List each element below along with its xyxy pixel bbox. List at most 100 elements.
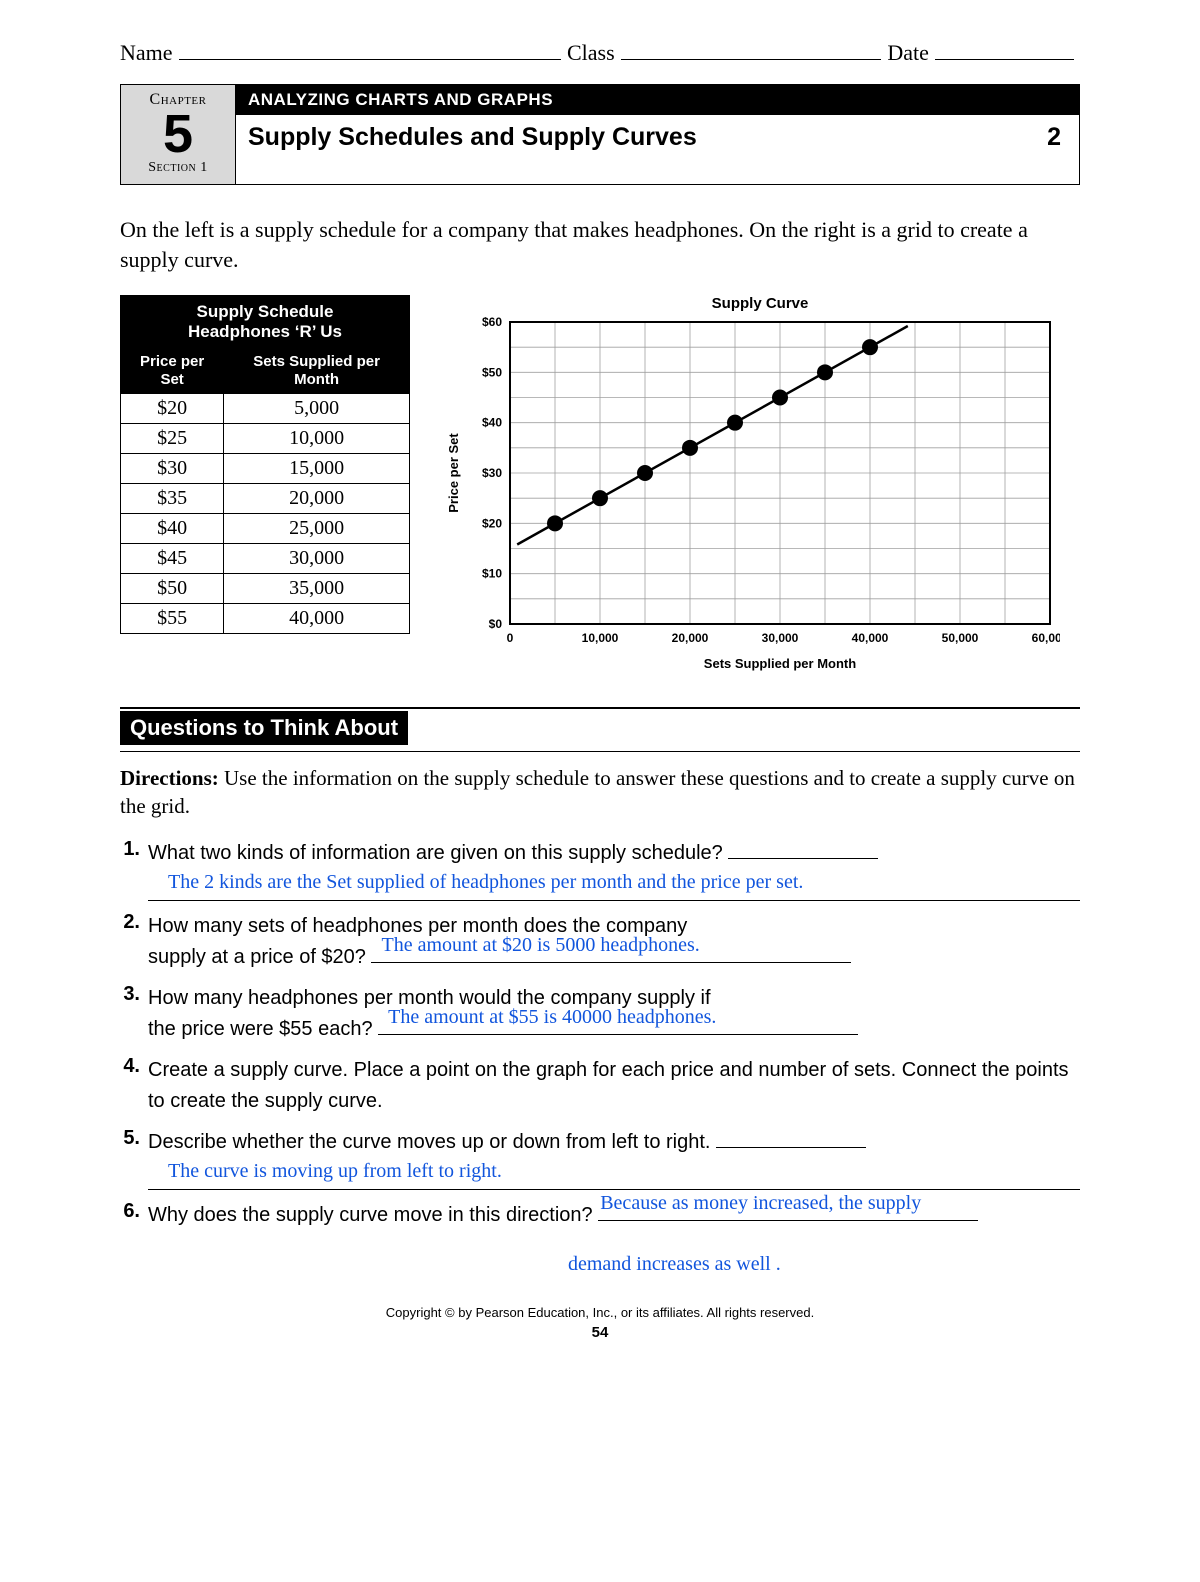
table-cell: 10,000 <box>224 424 410 454</box>
svg-text:30,000: 30,000 <box>762 631 799 645</box>
svg-text:Price per Set: Price per Set <box>446 432 461 512</box>
table-cell: $50 <box>121 574 224 604</box>
class-label: Class <box>567 40 615 66</box>
question-item: 3.How many headphones per month would th… <box>120 983 1080 1045</box>
blank-trail[interactable] <box>716 1147 866 1148</box>
svg-text:0: 0 <box>507 631 514 645</box>
chapter-box: Chapter 5 Section 1 <box>121 85 236 184</box>
answer-line[interactable]: The 2 kinds are the Set supplied of head… <box>148 873 1080 901</box>
table-row: $2510,000 <box>121 424 410 454</box>
table-row: $4530,000 <box>121 544 410 574</box>
col-header-supplied: Sets Supplied per Month <box>224 349 410 394</box>
supply-schedule-table: Supply ScheduleHeadphones ‘R’ Us Price p… <box>120 295 410 635</box>
table-row: $3520,000 <box>121 484 410 514</box>
table-cell: 25,000 <box>224 514 410 544</box>
question-body: How many sets of headphones per month do… <box>148 911 1080 973</box>
date-rule[interactable] <box>935 59 1074 60</box>
chart-title: Supply Curve <box>440 295 1080 312</box>
worksheet-title: Supply Schedules and Supply Curves <box>248 123 697 152</box>
chart-svg: 0 10,000 20,000 30,000 40,000 50,000 60,000 $0 $… <box>440 314 1060 674</box>
svg-text:$10: $10 <box>482 566 502 580</box>
table-cell: $25 <box>121 424 224 454</box>
table-row: $3015,000 <box>121 454 410 484</box>
svg-text:10,000: 10,000 <box>582 631 619 645</box>
questions-header: Questions to Think About <box>120 711 408 745</box>
answer-line[interactable]: The curve is moving up from left to righ… <box>148 1162 1080 1190</box>
divider2 <box>120 751 1080 752</box>
svg-text:$60: $60 <box>482 315 502 329</box>
table-cell: 15,000 <box>224 454 410 484</box>
worksheet-number: 2 <box>1047 123 1061 152</box>
table-cell: 20,000 <box>224 484 410 514</box>
name-rule[interactable] <box>179 59 561 60</box>
table-row: $5540,000 <box>121 604 410 634</box>
table-title: Supply ScheduleHeadphones ‘R’ Us <box>121 295 410 349</box>
svg-text:$0: $0 <box>489 617 503 631</box>
student-answer: Because as money increased, the supply <box>600 1188 921 1219</box>
class-rule[interactable] <box>621 59 882 60</box>
question-number: 1. <box>120 838 148 901</box>
table-row: $205,000 <box>121 394 410 424</box>
student-answer: The curve is moving up from left to righ… <box>168 1156 502 1187</box>
svg-text:$50: $50 <box>482 365 502 379</box>
question-body: How many headphones per month would the … <box>148 983 1080 1045</box>
svg-text:40,000: 40,000 <box>852 631 889 645</box>
svg-text:60,000: 60,000 <box>1032 631 1060 645</box>
table-cell: $35 <box>121 484 224 514</box>
question-body: Describe whether the curve moves up or d… <box>148 1127 1080 1190</box>
question-number: 2. <box>120 911 148 973</box>
table-cell: $55 <box>121 604 224 634</box>
blank-trail[interactable] <box>728 858 878 859</box>
question-number: 3. <box>120 983 148 1045</box>
answer-line[interactable]: The amount at $20 is 5000 headphones. <box>371 962 851 963</box>
header-fields: Name Class Date <box>120 40 1080 66</box>
svg-text:$20: $20 <box>482 516 502 530</box>
answer-line[interactable]: Because as money increased, the supply <box>598 1220 978 1221</box>
directions: Directions: Use the information on the s… <box>120 764 1080 821</box>
question-item: 4.Create a supply curve. Place a point o… <box>120 1055 1080 1117</box>
question-number: 5. <box>120 1127 148 1190</box>
table-cell: 40,000 <box>224 604 410 634</box>
svg-text:Sets Supplied per Month: Sets Supplied per Month <box>704 656 856 671</box>
table-row: $5035,000 <box>121 574 410 604</box>
question-number: 6. <box>120 1200 148 1280</box>
student-answer: The amount at $55 is 40000 headphones. <box>388 1002 716 1033</box>
question-body: Why does the supply curve move in this d… <box>148 1200 1080 1280</box>
table-cell: $30 <box>121 454 224 484</box>
supply-curve-chart: Supply Curve 0 10,000 20,000 30,000 40,000 50… <box>440 295 1080 679</box>
table-cell: 35,000 <box>224 574 410 604</box>
copyright: Copyright © by Pearson Education, Inc., … <box>120 1305 1080 1320</box>
question-body: What two kinds of information are given … <box>148 838 1080 901</box>
page-number: 54 <box>120 1324 1080 1341</box>
svg-text:50,000: 50,000 <box>942 631 979 645</box>
question-item: 2.How many sets of headphones per month … <box>120 911 1080 973</box>
section-label: Section 1 <box>121 160 235 176</box>
question-item: 6.Why does the supply curve move in this… <box>120 1200 1080 1280</box>
name-label: Name <box>120 40 173 66</box>
table-cell: $40 <box>121 514 224 544</box>
question-list: 1.What two kinds of information are give… <box>120 838 1080 1280</box>
student-answer: The amount at $20 is 5000 headphones. <box>381 930 699 961</box>
intro-text: On the left is a supply schedule for a c… <box>120 215 1080 274</box>
question-item: 5.Describe whether the curve moves up or… <box>120 1127 1080 1190</box>
svg-text:$30: $30 <box>482 466 502 480</box>
answer-line[interactable]: The amount at $55 is 40000 headphones. <box>378 1034 858 1035</box>
date-label: Date <box>887 40 929 66</box>
divider <box>120 707 1080 709</box>
question-number: 4. <box>120 1055 148 1117</box>
table-cell: $45 <box>121 544 224 574</box>
table-cell: $20 <box>121 394 224 424</box>
student-answer: The 2 kinds are the Set supplied of head… <box>168 867 803 898</box>
category-bar: ANALYZING CHARTS AND GRAPHS <box>236 85 1079 115</box>
svg-text:20,000: 20,000 <box>672 631 709 645</box>
chapter-number: 5 <box>121 109 235 160</box>
table-cell: 30,000 <box>224 544 410 574</box>
question-body: Create a supply curve. Place a point on … <box>148 1055 1080 1117</box>
col-header-price: Price per Set <box>121 349 224 394</box>
question-item: 1.What two kinds of information are give… <box>120 838 1080 901</box>
table-cell: 5,000 <box>224 394 410 424</box>
svg-text:$40: $40 <box>482 415 502 429</box>
title-block: Chapter 5 Section 1 ANALYZING CHARTS AND… <box>120 84 1080 185</box>
student-answer-continued: demand increases as well . <box>568 1249 1080 1280</box>
table-row: $4025,000 <box>121 514 410 544</box>
